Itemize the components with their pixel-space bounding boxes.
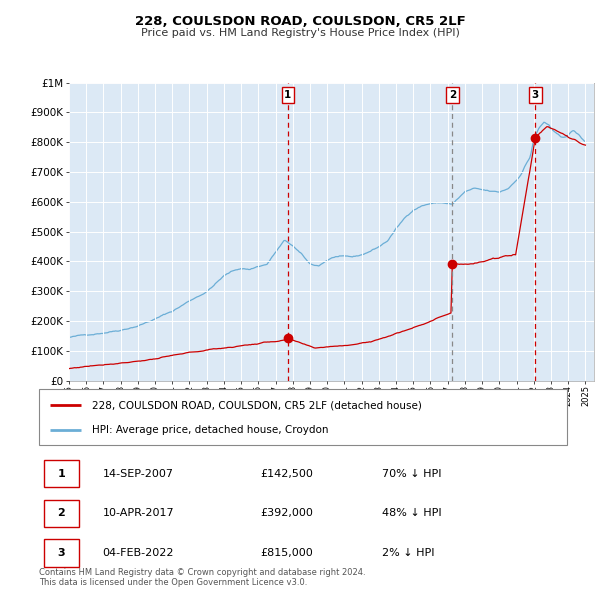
FancyBboxPatch shape <box>39 389 567 445</box>
Text: 70% ↓ HPI: 70% ↓ HPI <box>382 468 442 478</box>
FancyBboxPatch shape <box>44 500 79 527</box>
Text: 2% ↓ HPI: 2% ↓ HPI <box>382 548 434 558</box>
Text: Contains HM Land Registry data © Crown copyright and database right 2024.
This d: Contains HM Land Registry data © Crown c… <box>39 568 365 587</box>
Text: 14-SEP-2007: 14-SEP-2007 <box>103 468 173 478</box>
Text: 1: 1 <box>284 90 292 100</box>
Text: 10-APR-2017: 10-APR-2017 <box>103 509 174 518</box>
Text: 1: 1 <box>58 468 65 478</box>
Text: 228, COULSDON ROAD, COULSDON, CR5 2LF: 228, COULSDON ROAD, COULSDON, CR5 2LF <box>134 15 466 28</box>
Text: £392,000: £392,000 <box>261 509 314 518</box>
Text: 2: 2 <box>58 509 65 518</box>
Text: £142,500: £142,500 <box>261 468 314 478</box>
Text: 3: 3 <box>532 90 539 100</box>
Text: HPI: Average price, detached house, Croydon: HPI: Average price, detached house, Croy… <box>92 425 328 435</box>
Text: 04-FEB-2022: 04-FEB-2022 <box>103 548 174 558</box>
FancyBboxPatch shape <box>44 539 79 566</box>
Text: 48% ↓ HPI: 48% ↓ HPI <box>382 509 442 518</box>
Text: 228, COULSDON ROAD, COULSDON, CR5 2LF (detached house): 228, COULSDON ROAD, COULSDON, CR5 2LF (d… <box>92 400 422 410</box>
Text: £815,000: £815,000 <box>261 548 314 558</box>
Text: 2: 2 <box>449 90 456 100</box>
Text: Price paid vs. HM Land Registry's House Price Index (HPI): Price paid vs. HM Land Registry's House … <box>140 28 460 38</box>
FancyBboxPatch shape <box>44 460 79 487</box>
Text: 3: 3 <box>58 548 65 558</box>
